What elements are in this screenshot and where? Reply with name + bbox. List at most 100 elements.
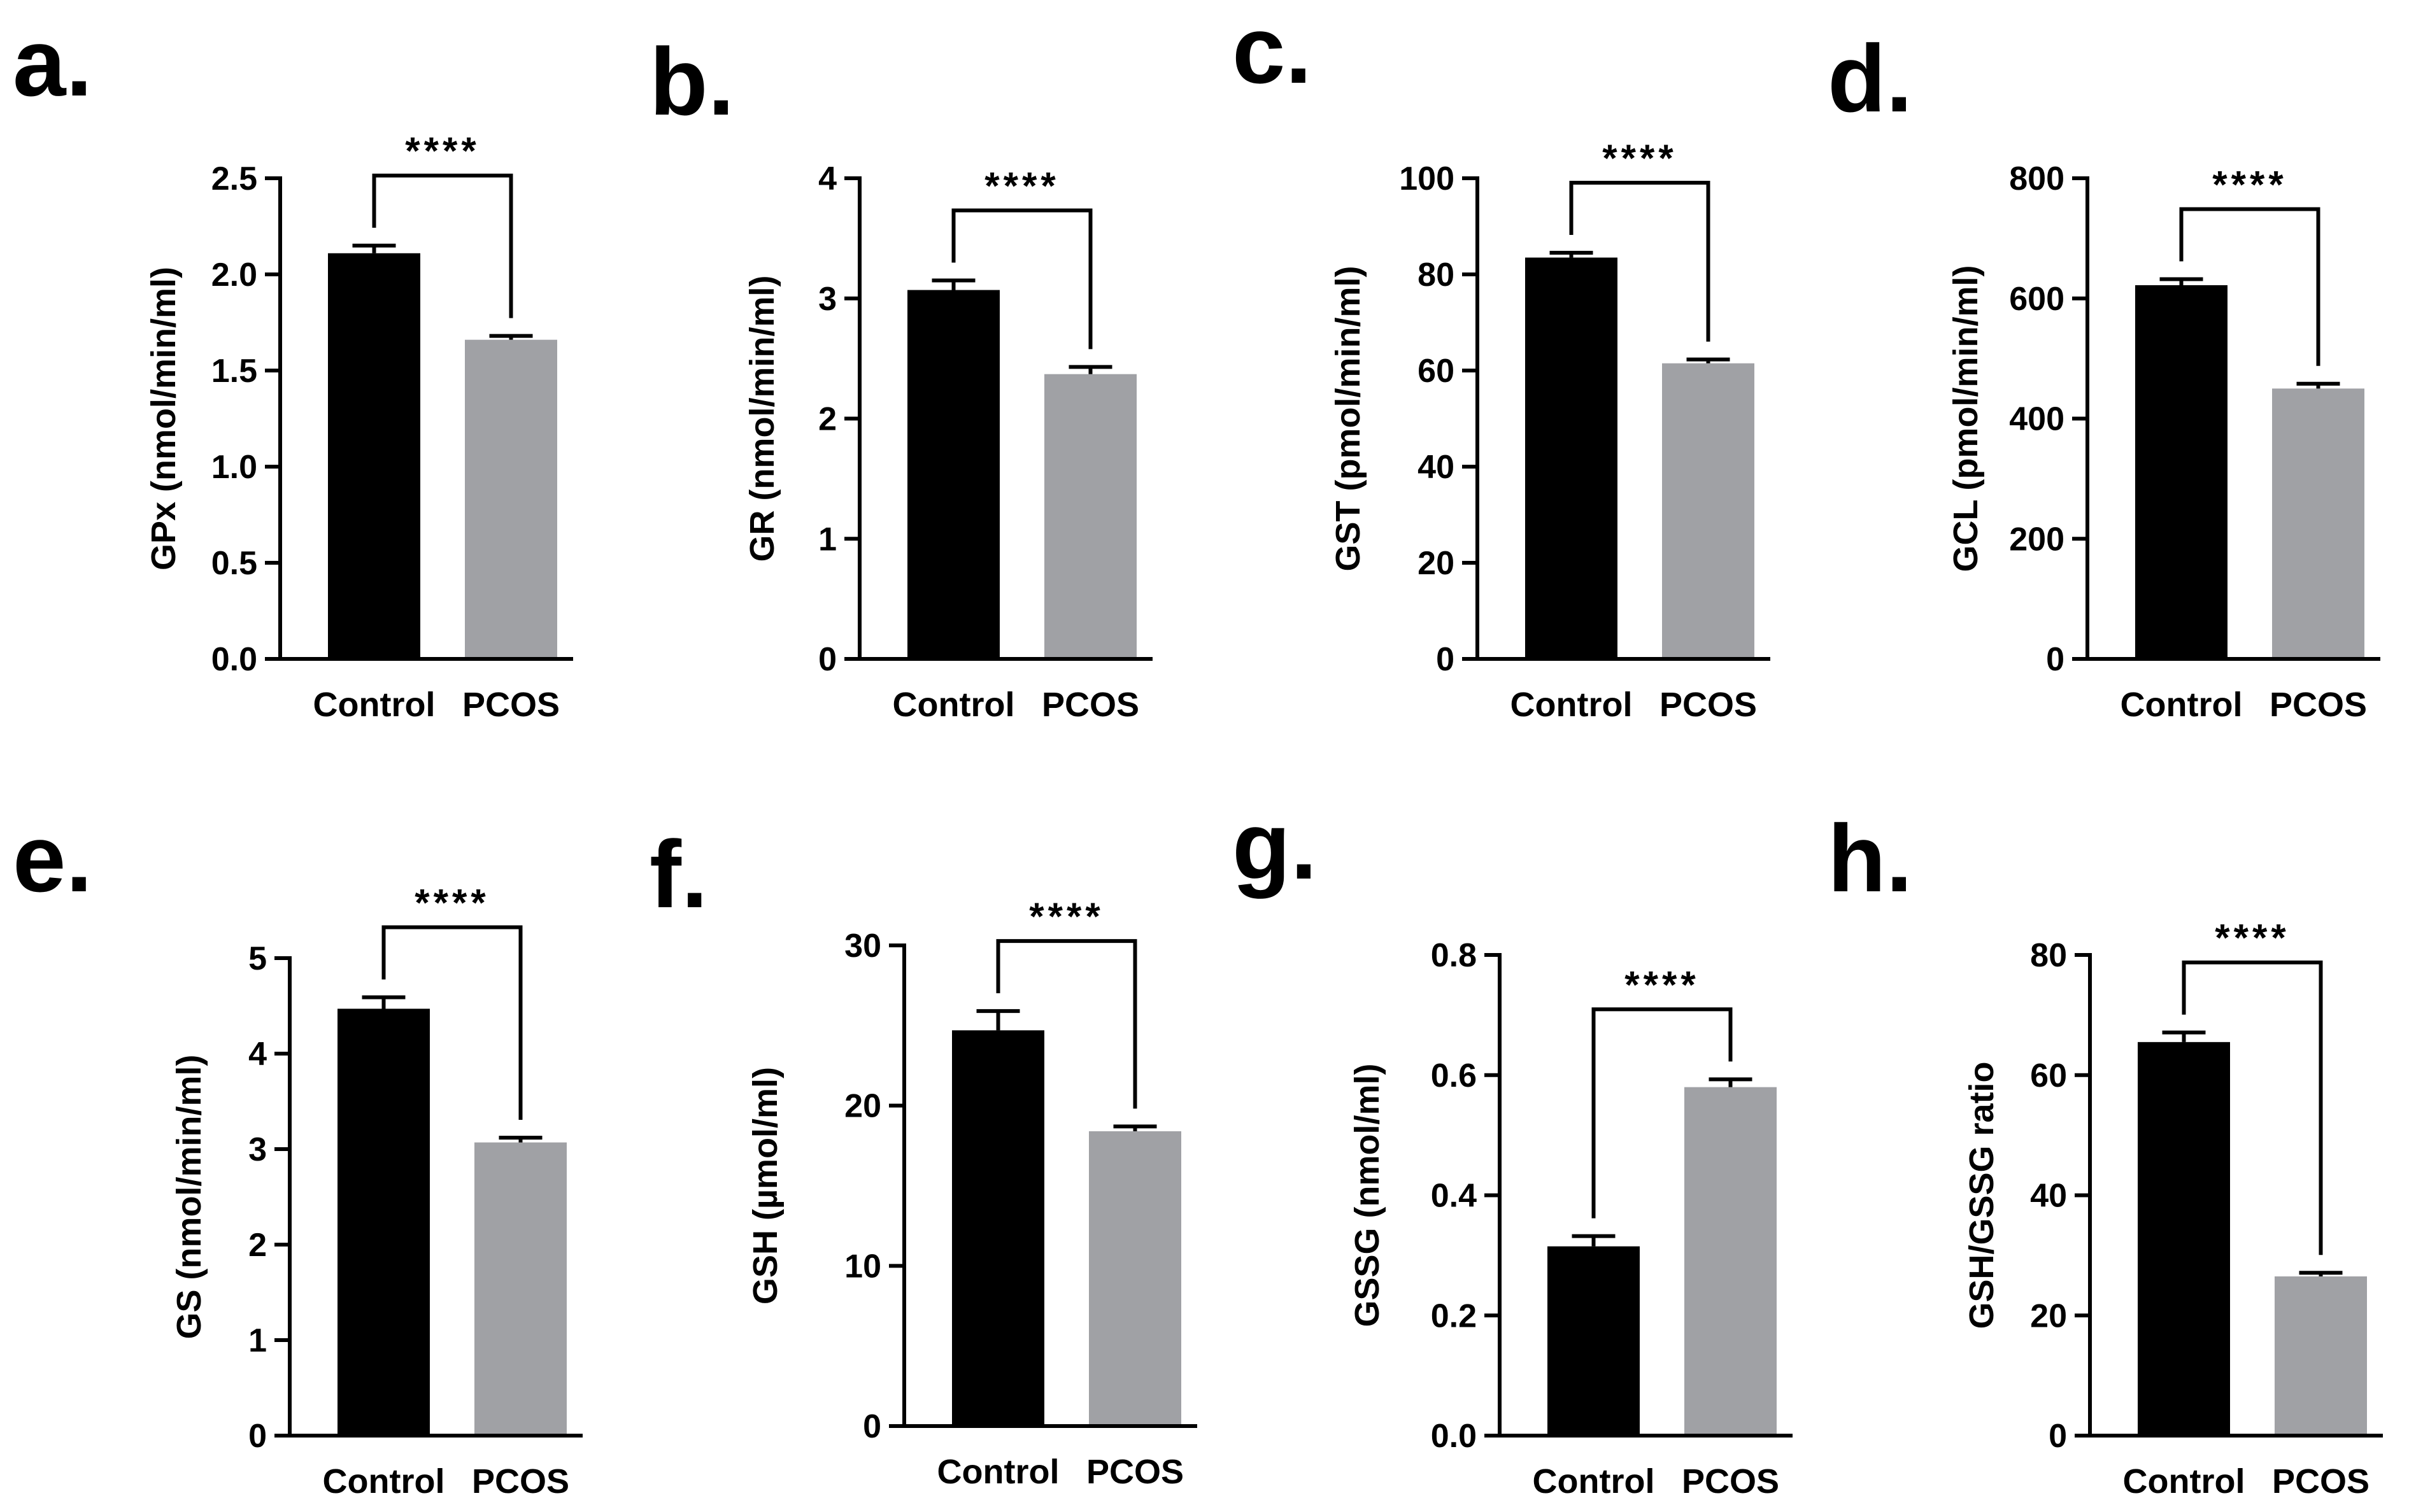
panel-e-y-tick-label: 0 <box>248 1418 267 1455</box>
panel-c-y-tick-label: 20 <box>1418 545 1454 582</box>
panel-h-category-label: Control <box>2123 1462 2245 1501</box>
panel-e-category-label: Control <box>323 1462 445 1501</box>
panel-a-y-tick-label: 1.5 <box>211 353 257 390</box>
panel-c-bar-pcos <box>1662 363 1754 659</box>
panel-h-bar-control <box>2138 1042 2230 1436</box>
panel-f-y-tick-label: 20 <box>844 1088 881 1125</box>
panel-g-y-tick-label: 0.2 <box>1431 1297 1477 1334</box>
panel-b-y-tick-label: 4 <box>818 160 837 197</box>
panel-d-bar-pcos <box>2272 388 2364 659</box>
panel-a-y-axis-title: GPx (nmol/min/ml) <box>145 267 183 570</box>
panel-e-y-tick-label: 5 <box>248 940 267 977</box>
panel-c-significance-label: **** <box>1602 137 1677 180</box>
panel-a-y-tick-label: 1.0 <box>211 449 257 486</box>
panel-d-category-label: PCOS <box>2270 686 2367 724</box>
panel-f-letter: f. <box>650 821 708 928</box>
panel-a-bar-pcos <box>465 339 557 659</box>
panel-g-bar-control <box>1547 1246 1640 1436</box>
panel-c-significance-bracket <box>1569 181 1710 342</box>
panel-g-y-tick-label: 0.4 <box>1431 1178 1477 1215</box>
panel-g-y-tick-label: 0.6 <box>1431 1057 1477 1094</box>
panel-c-y-tick-label: 60 <box>1418 353 1454 390</box>
panel-c-y-tick-label: 0 <box>1436 641 1454 678</box>
panel-g-y-tick-label: 0.8 <box>1431 937 1477 974</box>
panel-h-significance-label: **** <box>2215 917 2289 959</box>
panel-g-category-label: Control <box>1533 1462 1655 1501</box>
panel-e-significance-bracket <box>381 925 523 1120</box>
panel-a-y-tick-label: 2.5 <box>211 160 257 197</box>
panel-g-significance-label: **** <box>1624 963 1699 1006</box>
panel-b-category-label: Control <box>893 686 1015 724</box>
panel-h-y-tick-label: 80 <box>2030 937 2067 974</box>
panel-a-bar-control <box>328 253 420 659</box>
panel-h-y-tick-label: 0 <box>2049 1418 2067 1455</box>
panel-b-y-axis-title: GR (nmol/min/ml) <box>743 276 781 562</box>
panel-b-y-tick-label: 3 <box>818 281 837 318</box>
panel-a-category-label: PCOS <box>462 686 560 724</box>
panel-g-letter: g. <box>1232 792 1317 899</box>
panel-c-y-axis-title: GST (pmol/min/ml) <box>1329 266 1367 572</box>
panel-b-bar-pcos <box>1044 374 1137 659</box>
panel-f-y-tick-label: 0 <box>863 1408 881 1445</box>
panel-b-y-tick-label: 0 <box>818 641 837 678</box>
panel-d-significance-label: **** <box>2212 164 2287 206</box>
panel-b-y-tick-label: 1 <box>818 521 837 558</box>
panel-a-category-label: Control <box>313 686 436 724</box>
panel-b-y-tick-label: 2 <box>818 401 837 438</box>
panel-d-y-axis-title: GCL (pmol/min/ml) <box>1947 265 1985 572</box>
panel-f-category-label: PCOS <box>1086 1453 1184 1491</box>
panel-d-y-tick-label: 400 <box>2009 401 2064 438</box>
panel-d-y-tick-label: 0 <box>2046 641 2064 678</box>
panel-g-significance-bracket <box>1591 1007 1733 1219</box>
panel-e-letter: e. <box>13 805 92 912</box>
panel-a-y-tick-label: 0.0 <box>211 641 257 678</box>
panel-h-significance-bracket <box>2182 960 2323 1255</box>
panel-e-y-tick-label: 2 <box>248 1227 267 1264</box>
panel-a-y-tick-label: 0.5 <box>211 545 257 582</box>
panel-h-letter: h. <box>1828 805 1912 912</box>
panel-d-y-tick-label: 200 <box>2009 521 2064 558</box>
panel-a-significance-label: **** <box>405 130 480 173</box>
panel-b-category-label: PCOS <box>1042 686 1139 724</box>
panel-d-y-tick-label: 600 <box>2009 281 2064 318</box>
panel-e-category-label: PCOS <box>472 1462 569 1501</box>
panel-h-y-tick-label: 60 <box>2030 1057 2067 1094</box>
panel-d-y-tick-label: 800 <box>2009 160 2064 197</box>
panel-a-letter: a. <box>13 9 92 116</box>
panel-d-bar-control <box>2135 285 2228 659</box>
panel-c-y-tick-label: 80 <box>1418 257 1454 293</box>
panel-f-significance-label: **** <box>1029 895 1104 938</box>
panel-c-letter: c. <box>1232 0 1312 103</box>
panel-g-y-tick-label: 0.0 <box>1431 1418 1477 1455</box>
panel-f-y-tick-label: 30 <box>844 928 881 964</box>
panel-e-bar-control <box>338 1008 430 1436</box>
panel-f-y-axis-title: GSH (µmol/ml) <box>746 1067 785 1304</box>
panel-d-category-label: Control <box>2121 686 2243 724</box>
panel-f-y-tick-label: 10 <box>844 1248 881 1285</box>
panel-c-y-tick-label: 40 <box>1418 449 1454 486</box>
panel-e-significance-label: **** <box>415 882 489 924</box>
panel-b-significance-label: **** <box>984 164 1059 207</box>
panel-f-significance-bracket <box>996 939 1137 1109</box>
panel-a-y-tick-label: 2.0 <box>211 257 257 293</box>
panel-c-category-label: PCOS <box>1659 686 1757 724</box>
panel-h-y-tick-label: 20 <box>2030 1297 2067 1334</box>
panel-g-category-label: PCOS <box>1682 1462 1779 1501</box>
panel-h-category-label: PCOS <box>2272 1462 2370 1501</box>
panel-c-bar-control <box>1525 257 1617 659</box>
panel-f-category-label: Control <box>937 1453 1060 1491</box>
panel-f-bar-pcos <box>1089 1131 1181 1426</box>
panel-d-letter: d. <box>1828 25 1912 132</box>
panel-b-letter: b. <box>650 28 734 135</box>
panel-c-y-tick-label: 100 <box>1399 160 1454 197</box>
panel-h-y-tick-label: 40 <box>2030 1178 2067 1215</box>
panel-e-y-tick-label: 4 <box>248 1036 267 1073</box>
panel-e-bar-pcos <box>474 1142 567 1436</box>
panel-a-significance-bracket <box>372 173 513 318</box>
panel-g-bar-pcos <box>1684 1087 1777 1436</box>
panel-b-significance-bracket <box>951 208 1093 350</box>
panel-e-y-tick-label: 1 <box>248 1322 267 1359</box>
panel-b-bar-control <box>907 290 1000 660</box>
panel-h-y-axis-title: GSH/GSSG ratio <box>1963 1061 2001 1329</box>
